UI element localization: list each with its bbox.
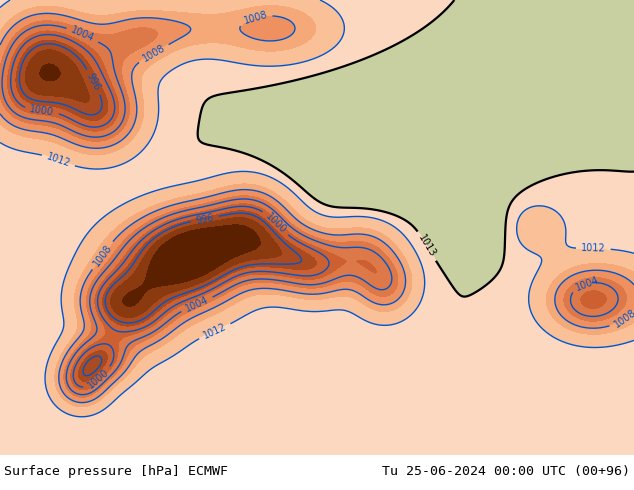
Text: 1004: 1004 — [69, 25, 96, 44]
Text: 1012: 1012 — [45, 151, 72, 169]
Text: 1000: 1000 — [263, 211, 288, 235]
Text: Surface pressure [hPa] ECMWF: Surface pressure [hPa] ECMWF — [4, 466, 228, 478]
Text: 1013: 1013 — [417, 233, 437, 259]
Text: 996: 996 — [85, 72, 102, 93]
Text: 1004: 1004 — [184, 294, 210, 314]
Text: 1000: 1000 — [29, 104, 55, 118]
Text: 1012: 1012 — [202, 321, 228, 341]
Text: 1008: 1008 — [141, 43, 167, 64]
Text: Tu 25-06-2024 00:00 UTC (00+96): Tu 25-06-2024 00:00 UTC (00+96) — [382, 466, 630, 478]
Text: 1008: 1008 — [242, 10, 269, 26]
Text: 1012: 1012 — [581, 243, 605, 254]
Text: 1008: 1008 — [91, 243, 114, 268]
Text: 1004: 1004 — [574, 274, 600, 293]
Text: 1008: 1008 — [612, 307, 634, 330]
Text: 1000: 1000 — [86, 368, 111, 391]
Text: 996: 996 — [195, 212, 215, 225]
